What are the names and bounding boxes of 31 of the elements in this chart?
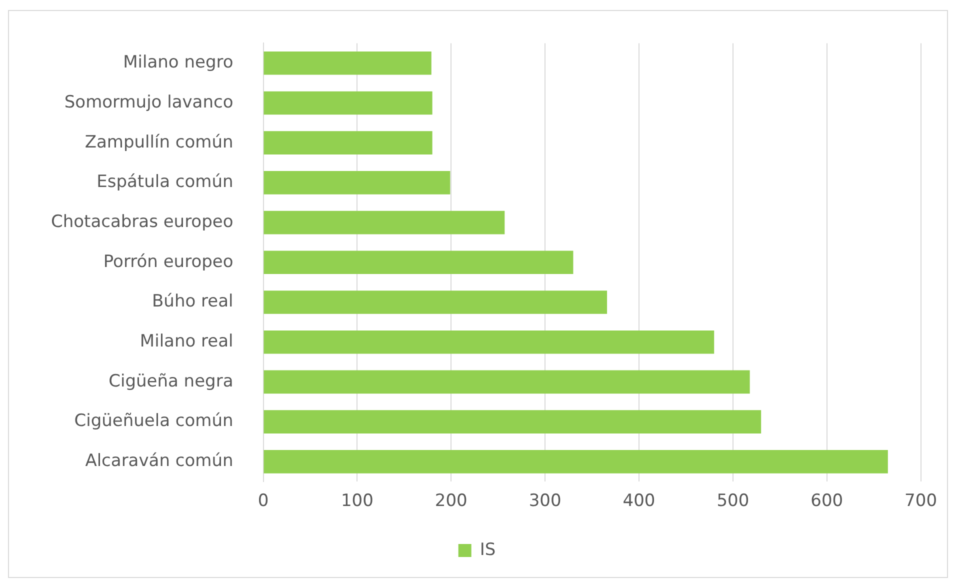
x-tick-label: 700 [904, 491, 938, 512]
y-tick-label: Porrón europeo [103, 252, 234, 272]
y-tick-label: Chotacabras europeo [50, 212, 234, 232]
bar [264, 410, 762, 434]
bar [264, 450, 888, 474]
y-tick-label: Búho real [152, 292, 234, 312]
y-tick-label: Milano real [140, 332, 234, 352]
bar [264, 131, 432, 154]
y-tick-label: Zampullín común [84, 132, 234, 152]
bar [264, 91, 432, 115]
legend-label: IS [480, 540, 496, 560]
bar [264, 171, 450, 194]
x-tick-label: 600 [810, 491, 844, 512]
bar [264, 290, 608, 314]
y-tick-label: Cigüeñuela común [74, 411, 234, 432]
bar [264, 330, 714, 354]
x-tick-label: 400 [622, 491, 656, 512]
x-tick-label: 200 [434, 491, 468, 512]
bar [264, 51, 432, 75]
bar [264, 250, 574, 274]
x-tick-label: 300 [528, 491, 562, 512]
y-tick-label: Cigüeña negra [108, 371, 234, 392]
y-tick-label: Somormujo lavanco [64, 92, 234, 112]
x-tick-label: 500 [716, 491, 750, 512]
x-tick-label: 0 [258, 491, 269, 512]
y-tick-label: Alcaraván común [85, 451, 234, 472]
x-tick-label: 100 [340, 491, 374, 512]
bar [264, 370, 750, 394]
y-tick-label: Milano negro [123, 52, 234, 73]
y-tick-label: Espátula común [96, 172, 234, 192]
bar [264, 210, 505, 234]
